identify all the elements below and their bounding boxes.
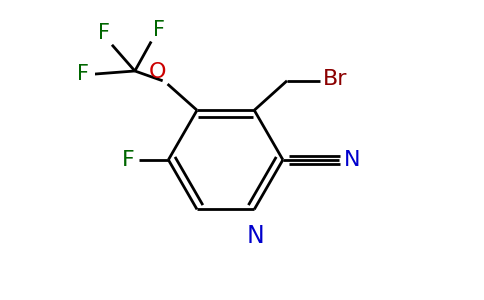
- Text: F: F: [122, 150, 135, 170]
- Text: N: N: [247, 224, 265, 248]
- Text: O: O: [149, 62, 166, 82]
- Text: Br: Br: [323, 69, 348, 89]
- Text: F: F: [98, 23, 110, 43]
- Text: F: F: [153, 20, 165, 40]
- Text: F: F: [77, 64, 89, 84]
- Text: N: N: [344, 150, 360, 170]
